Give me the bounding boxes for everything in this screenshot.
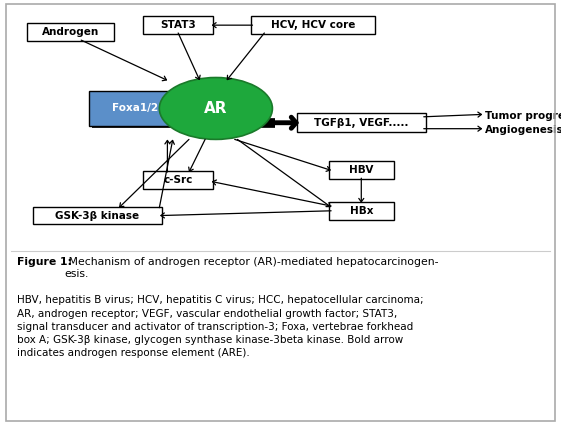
FancyBboxPatch shape bbox=[143, 16, 213, 34]
FancyBboxPatch shape bbox=[297, 113, 426, 132]
Text: c-Src: c-Src bbox=[163, 175, 193, 185]
FancyBboxPatch shape bbox=[143, 171, 213, 189]
Text: HBV: HBV bbox=[349, 165, 374, 176]
Text: Mechanism of androgen receptor (AR)-mediated hepatocarcinogen-
esis.: Mechanism of androgen receptor (AR)-medi… bbox=[65, 257, 438, 279]
Text: Foxa1/2: Foxa1/2 bbox=[112, 103, 158, 113]
Text: Tumor progression: Tumor progression bbox=[485, 110, 561, 121]
Text: Figure 1:: Figure 1: bbox=[17, 257, 72, 267]
Text: AR: AR bbox=[204, 101, 228, 116]
FancyBboxPatch shape bbox=[27, 23, 113, 41]
FancyBboxPatch shape bbox=[329, 202, 394, 220]
FancyBboxPatch shape bbox=[89, 91, 181, 126]
Text: GSK-3β kinase: GSK-3β kinase bbox=[56, 210, 140, 221]
Text: Androgen: Androgen bbox=[42, 27, 99, 37]
Text: STAT3: STAT3 bbox=[160, 20, 196, 30]
Text: HBV, hepatitis B virus; HCV, hepatitis C virus; HCC, hepatocellular carcinoma;
A: HBV, hepatitis B virus; HCV, hepatitis C… bbox=[17, 295, 424, 358]
Text: HBx: HBx bbox=[350, 206, 373, 216]
Ellipse shape bbox=[159, 77, 273, 139]
FancyBboxPatch shape bbox=[329, 162, 394, 179]
Text: Angiogenesis: Angiogenesis bbox=[485, 125, 561, 135]
FancyBboxPatch shape bbox=[33, 207, 162, 224]
FancyBboxPatch shape bbox=[251, 16, 375, 34]
Text: TGFβ1, VEGF.....: TGFβ1, VEGF..... bbox=[314, 118, 408, 128]
Text: HCV, HCV core: HCV, HCV core bbox=[270, 20, 355, 30]
